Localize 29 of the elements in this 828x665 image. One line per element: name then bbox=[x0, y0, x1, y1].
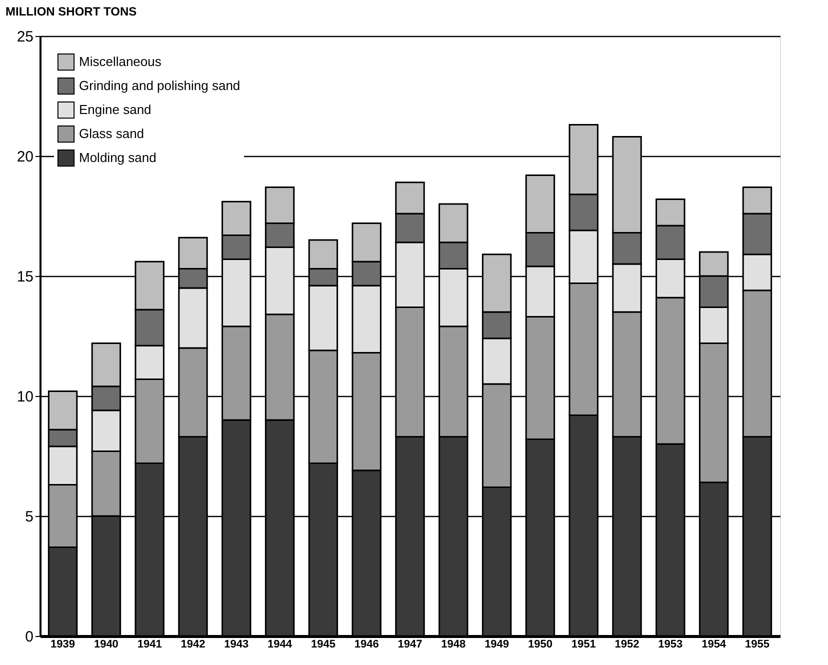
x-tick-label: 1943 bbox=[224, 638, 249, 650]
x-tick-label: 1955 bbox=[744, 638, 770, 650]
x-tick-label: 1941 bbox=[137, 638, 162, 650]
x-tick-label: 1944 bbox=[268, 638, 293, 650]
legend-label: Molding sand bbox=[79, 150, 156, 165]
legend-label: Glass sand bbox=[79, 126, 144, 141]
x-tick-label: 1953 bbox=[658, 638, 683, 650]
y-tick-label: 5 bbox=[25, 508, 34, 526]
y-tick-label: 20 bbox=[16, 148, 34, 166]
x-tick-label: 1940 bbox=[94, 638, 118, 650]
x-tick-label: 1947 bbox=[398, 638, 422, 650]
x-tick-label: 1948 bbox=[441, 638, 466, 650]
y-tick-label: 0 bbox=[25, 628, 34, 646]
x-tick-label: 1949 bbox=[484, 638, 510, 650]
x-tick-label: 1946 bbox=[354, 638, 379, 650]
legend-label: Grinding and polishing sand bbox=[79, 78, 240, 93]
x-tick-label: 1954 bbox=[702, 638, 727, 650]
legend-label: Miscellaneous bbox=[79, 54, 162, 69]
x-tick-label: 1942 bbox=[180, 638, 206, 650]
x-tick-label: 1952 bbox=[614, 638, 640, 650]
y-tick-label: 10 bbox=[16, 388, 34, 406]
y-axis-title: MILLION SHORT TONS bbox=[6, 4, 137, 18]
y-tick-label: 25 bbox=[16, 28, 34, 46]
x-tick-label: 1951 bbox=[571, 638, 596, 650]
x-tick-label: 1939 bbox=[50, 638, 76, 650]
legend-label: Engine sand bbox=[79, 102, 152, 117]
x-tick-label: 1945 bbox=[310, 638, 336, 650]
x-tick-label: 1950 bbox=[528, 638, 552, 650]
y-tick-label: 15 bbox=[16, 268, 34, 286]
